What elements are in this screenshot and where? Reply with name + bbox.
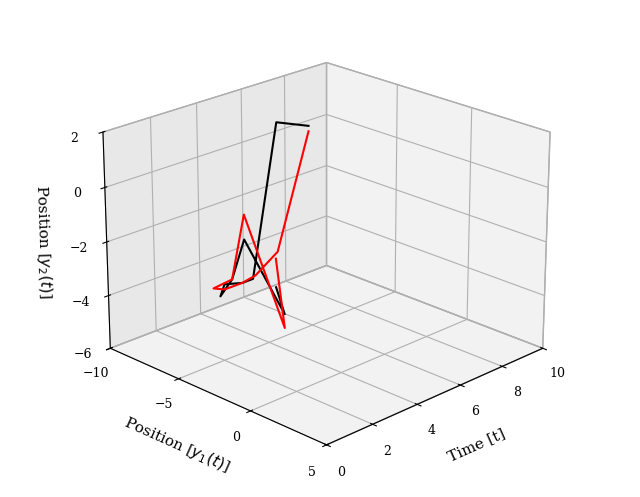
X-axis label: Time [t]: Time [t] (445, 426, 507, 464)
Y-axis label: Position [$y_1(t)$]: Position [$y_1(t)$] (121, 413, 233, 477)
